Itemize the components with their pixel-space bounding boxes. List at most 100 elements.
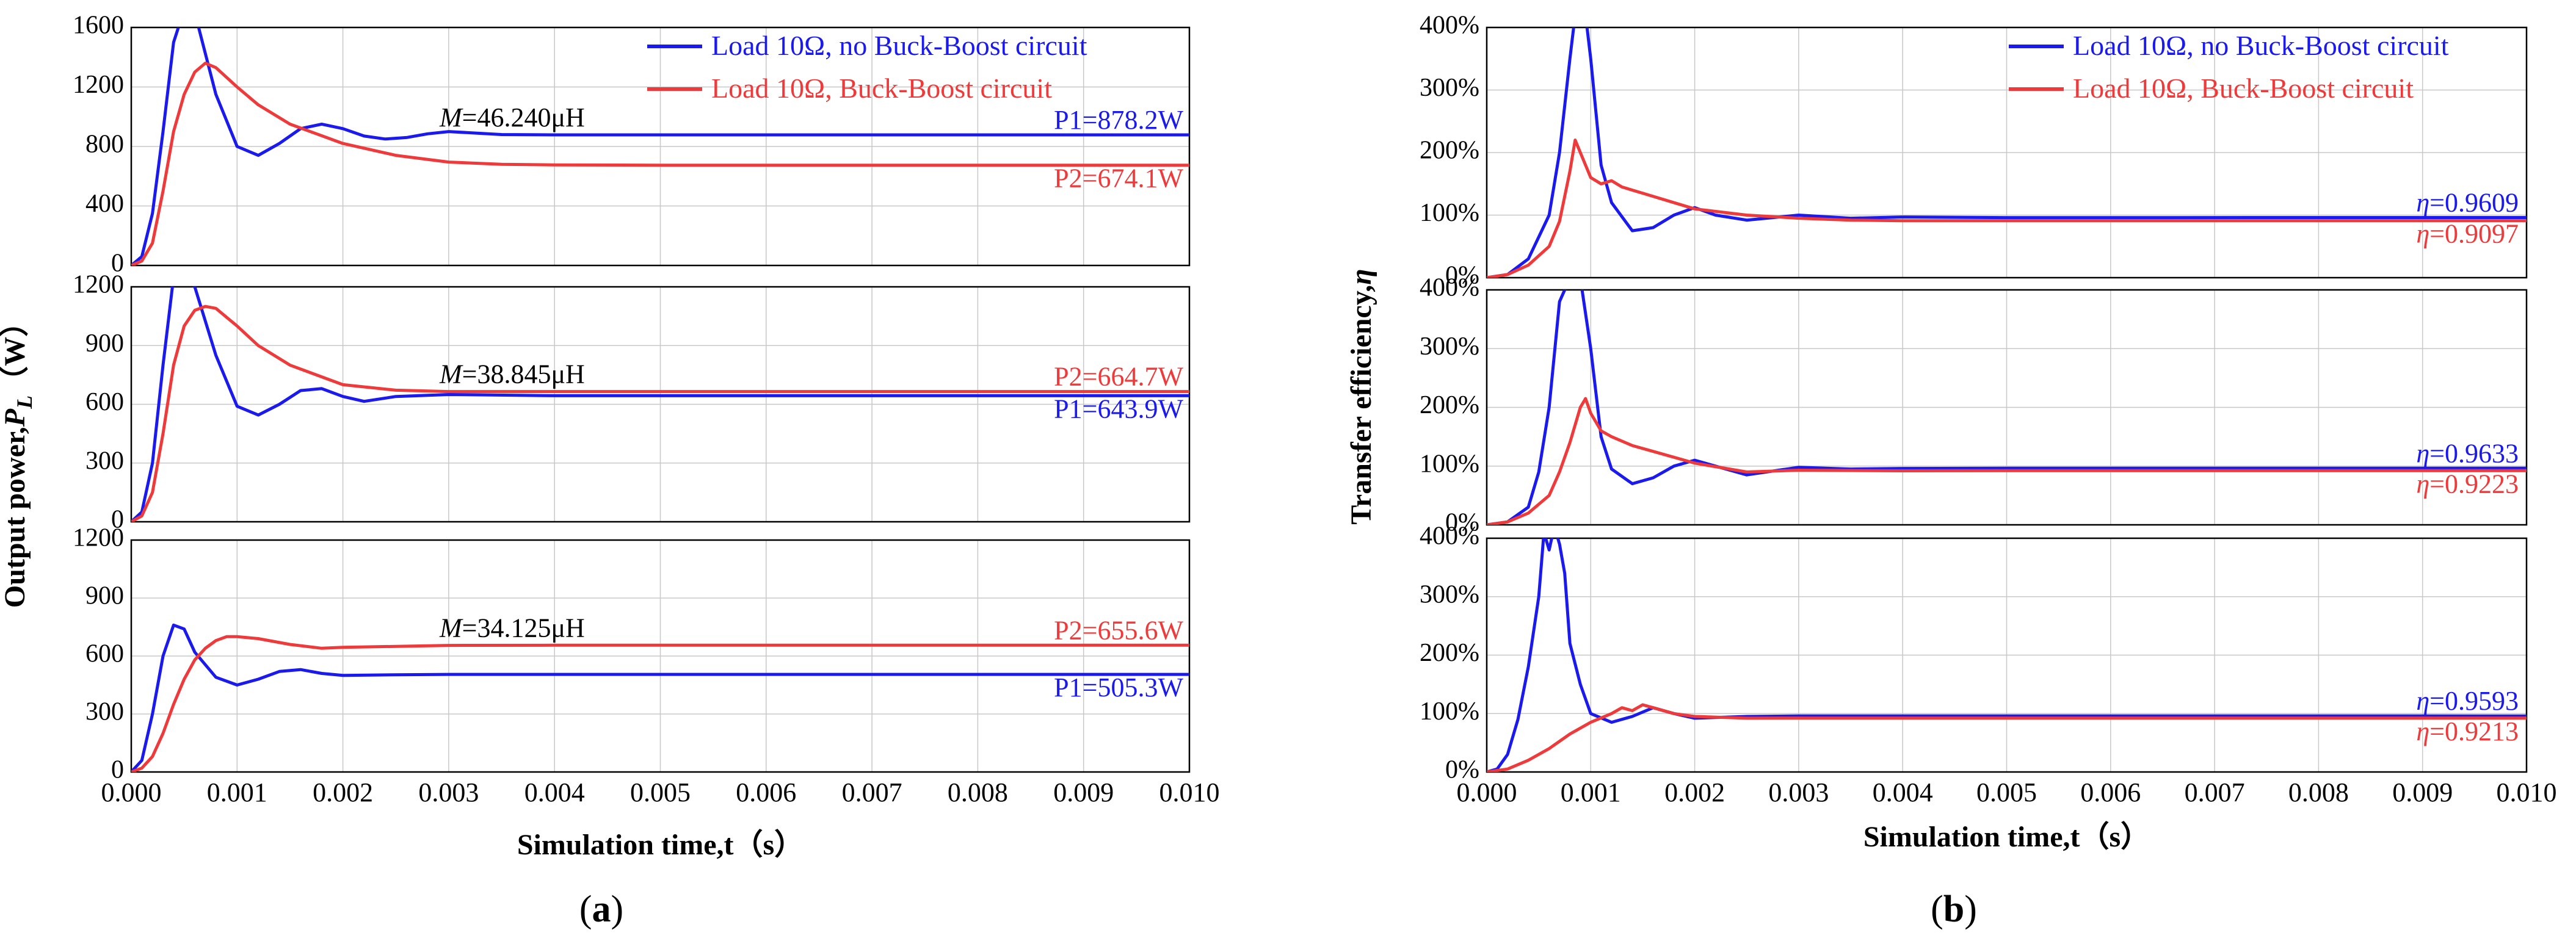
x-tick-label: 0.007 [2185,777,2245,807]
y-tick-label: 400 [85,190,124,218]
y-tick-label: 100% [1420,698,1479,726]
mutual-inductance-annotation: M=38.845μH [439,359,585,389]
x-tick-label: 0.006 [2080,777,2141,807]
steady-state-value: =0.9609 [2429,187,2519,217]
y-tick-label: 600 [85,640,124,668]
y-tick-label: 400% [1420,274,1479,302]
steady-state-label: η=0.9223 [2416,469,2519,499]
x-tick-label: 0.004 [524,777,585,807]
panel-caption: (b) [1931,889,1977,930]
x-tick-label: 0.002 [313,777,373,807]
series-line-buck-boost [131,305,1189,522]
subplot-frame [1486,26,2528,279]
y-tick-label: 0 [111,506,124,534]
caption-close: ) [611,889,624,930]
y-axis-label-var: P [0,408,31,427]
series-line-no-buck-boost [1487,290,2527,525]
x-tick-label: 0.009 [1053,777,1114,807]
x-tick-label: 0.005 [630,777,691,807]
y-tick-label: 1200 [73,71,124,99]
x-tick-label: 0.009 [2392,777,2453,807]
x-tick-label: 0.007 [842,777,902,807]
subplot-frame [130,286,1191,523]
panel-b: 0%100%200%300%400%η=0.9609η=0.90970%100%… [1345,12,2557,930]
y-tick-label: 0% [1445,756,1479,784]
series-line-buck-boost [1487,703,2527,772]
mutual-inductance-annotation: M=46.240μH [439,103,585,132]
y-tick-label: 300% [1420,580,1479,608]
y-axis-label-var: η [1345,269,1377,284]
steady-state-label: P2=664.7W [1054,362,1183,392]
caption-letter: a [592,889,611,930]
y-tick-label: 900 [85,582,124,610]
series-line-no-buck-boost [131,623,1189,772]
steady-state-label: P1=505.3W [1054,673,1183,702]
series-line-no-buck-boost [1487,27,2527,278]
steady-state-label: η=0.9593 [2416,686,2519,716]
steady-state-value: =0.9593 [2429,686,2519,716]
legend-label-red: Load 10Ω, Buck-Boost circuit [711,73,1052,104]
y-axis-label-text: Transfer efficiency, [1345,285,1377,525]
x-tick-label: 0.000 [1457,777,1517,807]
steady-state-label: η=0.9633 [2416,438,2519,468]
x-tick-label: 0.006 [736,777,796,807]
x-axis-label: Simulation time,t（s） [1863,821,2150,853]
y-tick-label: 200% [1420,391,1479,419]
y-tick-label: 0% [1445,262,1479,290]
steady-state-value: P1=505.3W [1054,673,1183,702]
series-line-no-buck-boost [131,287,1189,522]
subplot-a-1: 0 400 800 1200 1600 P1=878.2W P2=674.1W M=46.24… [73,12,1191,278]
steady-state-label: P1=878.2W [1054,105,1183,135]
y-tick-label: 0 [111,250,124,278]
steady-state-label: P2=674.1W [1054,164,1183,193]
y-tick-label: 100% [1420,199,1479,227]
caption-letter: b [1943,889,1964,930]
annotation-var: M [439,359,463,389]
x-tick-label: 0.008 [948,777,1008,807]
x-tick-label: 0.008 [2288,777,2349,807]
y-tick-label: 0% [1445,509,1479,537]
y-tick-label: 100% [1420,450,1479,478]
subplot-frame [130,26,1191,267]
steady-state-value: P2=664.7W [1054,362,1183,392]
steady-state-value: =0.9223 [2429,469,2519,499]
y-axis-label-sub: L [12,395,37,409]
y-axis-label-text: Output power, [0,427,31,608]
legend-label-blue: Load 10Ω, no Buck-Boost circuit [2073,30,2449,61]
annotation-value: =46.240μH [462,103,585,132]
steady-state-label: P1=643.9W [1054,394,1183,424]
x-tick-label: 0.001 [207,777,267,807]
eta-symbol: η [2416,219,2429,249]
eta-symbol: η [2416,469,2429,499]
steady-state-value: P2=674.1W [1054,164,1183,193]
x-tick-label: 0.004 [1873,777,1933,807]
x-tick-label: 0.010 [1159,777,1220,807]
x-tick-label: 0.003 [1768,777,1829,807]
legend-label-red: Load 10Ω, Buck-Boost circuit [2073,73,2414,104]
y-tick-label: 200% [1420,137,1479,165]
steady-state-label: η=0.9097 [2416,219,2519,249]
y-tick-label: 300% [1420,74,1479,102]
steady-state-label: P2=655.6W [1054,615,1183,645]
y-tick-label: 800 [85,131,124,159]
y-axis-label: Output power,PL（W） [0,308,37,608]
mutual-inductance-annotation: M=34.125μH [439,613,585,643]
x-tick-label: 0.005 [1976,777,2037,807]
panel-a: 040080012001600P1=878.2WP2=674.1WM=46.24… [0,12,1220,930]
y-axis-label-unit: （W） [0,308,31,395]
y-tick-label: 600 [85,388,124,416]
y-tick-label: 400% [1420,12,1479,40]
y-tick-label: 1200 [73,524,124,552]
eta-symbol: η [2416,686,2429,716]
x-axis-label: Simulation time,t（s） [517,829,804,861]
subplot-frame [1486,289,2528,526]
legend-label-blue: Load 10Ω, no Buck-Boost circuit [711,30,1087,61]
y-tick-label: 900 [85,330,124,358]
y-tick-label: 400% [1420,522,1479,550]
x-tick-label: 0.000 [101,777,162,807]
x-tick-label: 0.002 [1664,777,1725,807]
eta-symbol: η [2416,187,2429,217]
